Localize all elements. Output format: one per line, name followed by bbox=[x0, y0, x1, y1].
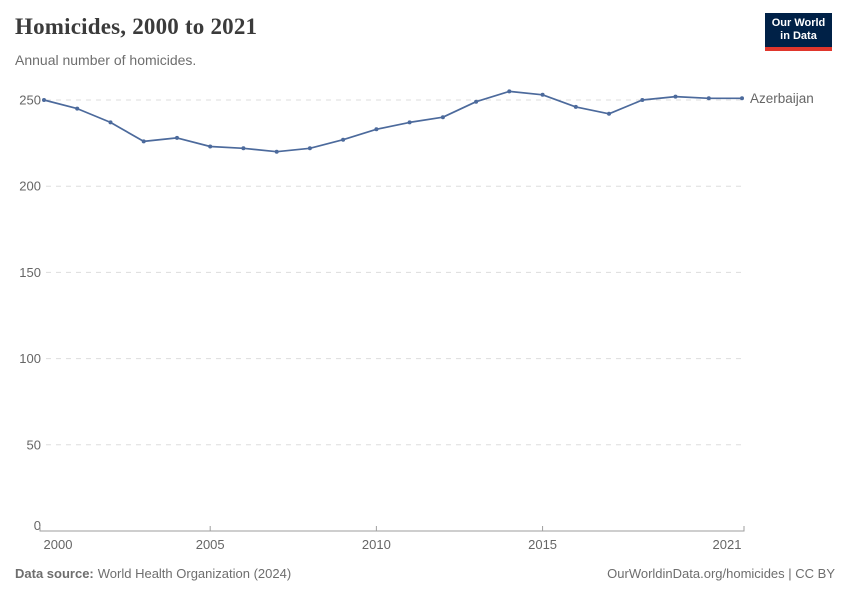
data-point[interactable] bbox=[706, 96, 711, 101]
y-tick-label: 200 bbox=[19, 179, 41, 194]
page-subtitle: Annual number of homicides. bbox=[15, 52, 197, 68]
x-axis-line bbox=[39, 526, 745, 532]
data-point[interactable] bbox=[673, 94, 678, 99]
data-point[interactable] bbox=[108, 120, 113, 125]
data-point[interactable] bbox=[374, 127, 379, 132]
owid-logo-line2: in Data bbox=[780, 30, 817, 42]
data-point[interactable] bbox=[241, 146, 246, 151]
attribution-link[interactable]: OurWorldinData.org/homicides | CC BY bbox=[607, 566, 835, 581]
data-source: Data source: World Health Organization (2… bbox=[15, 566, 291, 581]
data-point[interactable] bbox=[141, 139, 146, 144]
data-point[interactable] bbox=[274, 149, 279, 154]
owid-logo[interactable]: Our World in Data bbox=[765, 13, 832, 51]
data-point[interactable] bbox=[607, 111, 611, 116]
x-tick-label: 2000 bbox=[44, 537, 73, 552]
series-line[interactable] bbox=[43, 90, 743, 153]
x-tick-label: 2010 bbox=[362, 537, 391, 552]
data-point[interactable] bbox=[208, 144, 213, 149]
y-tick-label: 250 bbox=[19, 93, 41, 108]
data-point[interactable] bbox=[42, 98, 46, 102]
x-tick-label: 2021 bbox=[713, 537, 742, 552]
page-title: Homicides, 2000 to 2021 bbox=[15, 14, 258, 39]
data-point[interactable] bbox=[573, 104, 578, 109]
data-point[interactable] bbox=[640, 98, 645, 102]
x-tick-label: 2005 bbox=[196, 537, 225, 552]
y-tick-label: 0 bbox=[34, 518, 41, 533]
series-label[interactable]: Azerbaijan bbox=[750, 91, 814, 106]
data-point[interactable] bbox=[540, 92, 545, 97]
data-point[interactable] bbox=[175, 135, 179, 140]
data-point[interactable] bbox=[474, 99, 479, 104]
data-point[interactable] bbox=[307, 146, 312, 151]
data-point[interactable] bbox=[341, 137, 346, 142]
x-tick-label: 2015 bbox=[528, 537, 557, 552]
data-point[interactable] bbox=[407, 120, 412, 125]
owid-logo-line1: Our World bbox=[771, 17, 826, 29]
y-tick-label: 50 bbox=[27, 437, 41, 452]
y-tick-label: 100 bbox=[19, 351, 41, 366]
data-point[interactable] bbox=[440, 115, 445, 120]
data-source-value: World Health Organization (2024) bbox=[97, 566, 292, 581]
data-point[interactable] bbox=[507, 89, 512, 94]
chart-footer: Data source: World Health Organization (2… bbox=[15, 566, 835, 581]
data-source-label: Data source: bbox=[15, 566, 94, 581]
data-point[interactable] bbox=[75, 106, 80, 111]
data-point[interactable] bbox=[740, 96, 744, 101]
y-tick-label: 150 bbox=[19, 265, 41, 280]
